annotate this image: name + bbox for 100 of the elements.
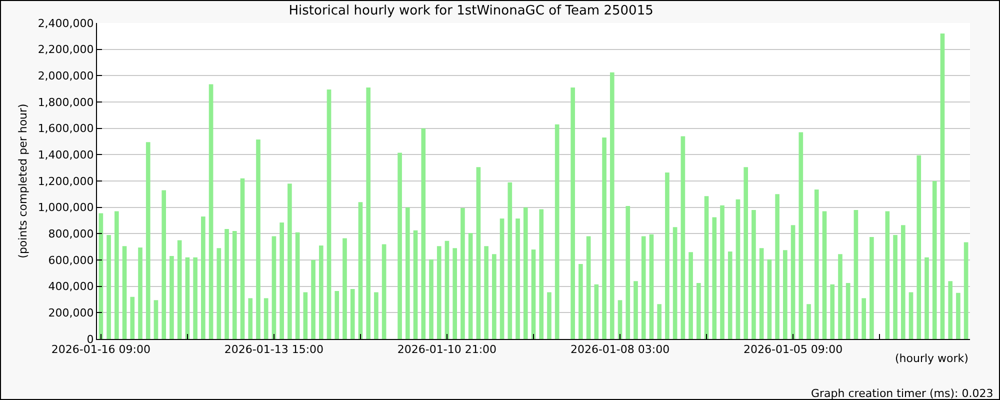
chart-title: Historical hourly work for 1stWinonaGC of Team 250015 (288, 4, 654, 19)
bar (712, 217, 717, 339)
bar (436, 246, 442, 339)
bar (838, 254, 842, 339)
bar (696, 283, 701, 339)
bar (492, 254, 496, 339)
bar (413, 230, 418, 339)
bar (106, 234, 111, 339)
x-tick-label: 2026-01-08 03:00 (570, 343, 670, 356)
bar (948, 281, 952, 339)
bar (256, 140, 260, 339)
bar (814, 190, 819, 339)
x-tick-label: 2026-01-10 21:00 (397, 343, 497, 356)
y-tick-label: 1,200,000 (38, 174, 94, 188)
x-tick-label: 2026-01-13 15:00 (224, 343, 324, 356)
bar (452, 248, 458, 339)
bar (964, 242, 968, 339)
y-axis-title: (points completed per hour) (16, 104, 30, 258)
bar (500, 218, 504, 339)
bar (893, 234, 898, 339)
bar (900, 225, 906, 339)
y-tick-label: 1,400,000 (38, 148, 94, 162)
bar (672, 227, 678, 339)
bar (208, 84, 214, 339)
bar (444, 240, 450, 339)
bar (295, 232, 300, 339)
bar (618, 300, 622, 339)
bar (649, 234, 654, 339)
bar (508, 182, 512, 339)
y-tick-label: 200,000 (48, 306, 94, 320)
bar (264, 298, 268, 339)
bar (406, 207, 410, 339)
bar (224, 229, 229, 339)
bar (185, 257, 190, 339)
bar (288, 184, 292, 339)
y-tick-label: 1,600,000 (38, 122, 94, 136)
bar (688, 252, 693, 339)
bar (720, 205, 724, 339)
y-tick-label: 400,000 (48, 280, 94, 294)
bar (634, 281, 638, 339)
bar (374, 292, 378, 339)
bar (680, 136, 686, 339)
bar (610, 72, 614, 339)
bar (916, 155, 922, 339)
y-tick-label: 2,200,000 (38, 43, 94, 56)
y-tick-label: 0 (86, 332, 94, 346)
bar (193, 257, 198, 339)
bar (728, 251, 732, 339)
bar (201, 216, 206, 339)
y-tick-label: 1,800,000 (38, 96, 94, 109)
bar (162, 190, 166, 339)
bar (382, 244, 386, 339)
bar (334, 290, 340, 339)
bar (554, 124, 560, 339)
bar (932, 181, 937, 339)
bar (570, 88, 575, 339)
bar (280, 222, 284, 339)
bar (594, 284, 599, 339)
bar (170, 256, 174, 339)
bar (798, 132, 804, 339)
y-tick-label: 600,000 (48, 254, 94, 267)
bar (130, 296, 135, 339)
bar (641, 236, 646, 339)
bar (484, 246, 488, 339)
bar (421, 128, 426, 339)
bar (429, 259, 434, 339)
bar (862, 298, 866, 339)
bar (248, 298, 253, 339)
bar (704, 196, 709, 339)
bar (908, 292, 914, 339)
bar (767, 259, 772, 339)
bar (846, 283, 850, 339)
bar (854, 210, 858, 339)
bar (342, 238, 347, 339)
bar (736, 199, 740, 339)
bar (956, 292, 960, 339)
bar (303, 292, 308, 339)
bar (398, 152, 402, 339)
bar (272, 236, 276, 339)
bar (114, 211, 119, 339)
y-tick-label: 2,000,000 (38, 70, 94, 83)
bar (516, 218, 520, 339)
bar (523, 207, 528, 339)
x-tick-label: 2026-01-16 09:00 (51, 343, 150, 356)
bar (138, 247, 142, 339)
y-tick-label: 1,000,000 (38, 201, 94, 214)
bar (870, 236, 874, 339)
bar (602, 138, 606, 339)
bar (775, 194, 780, 339)
bar (806, 304, 811, 339)
bar (476, 167, 481, 339)
bar (122, 246, 127, 339)
bar (531, 249, 536, 339)
bar (586, 236, 591, 339)
bar (578, 264, 583, 339)
bar (366, 88, 370, 339)
bar (468, 233, 473, 339)
bar (752, 210, 756, 339)
y-tick-label: 2,400,000 (38, 16, 94, 30)
bar (830, 284, 835, 339)
